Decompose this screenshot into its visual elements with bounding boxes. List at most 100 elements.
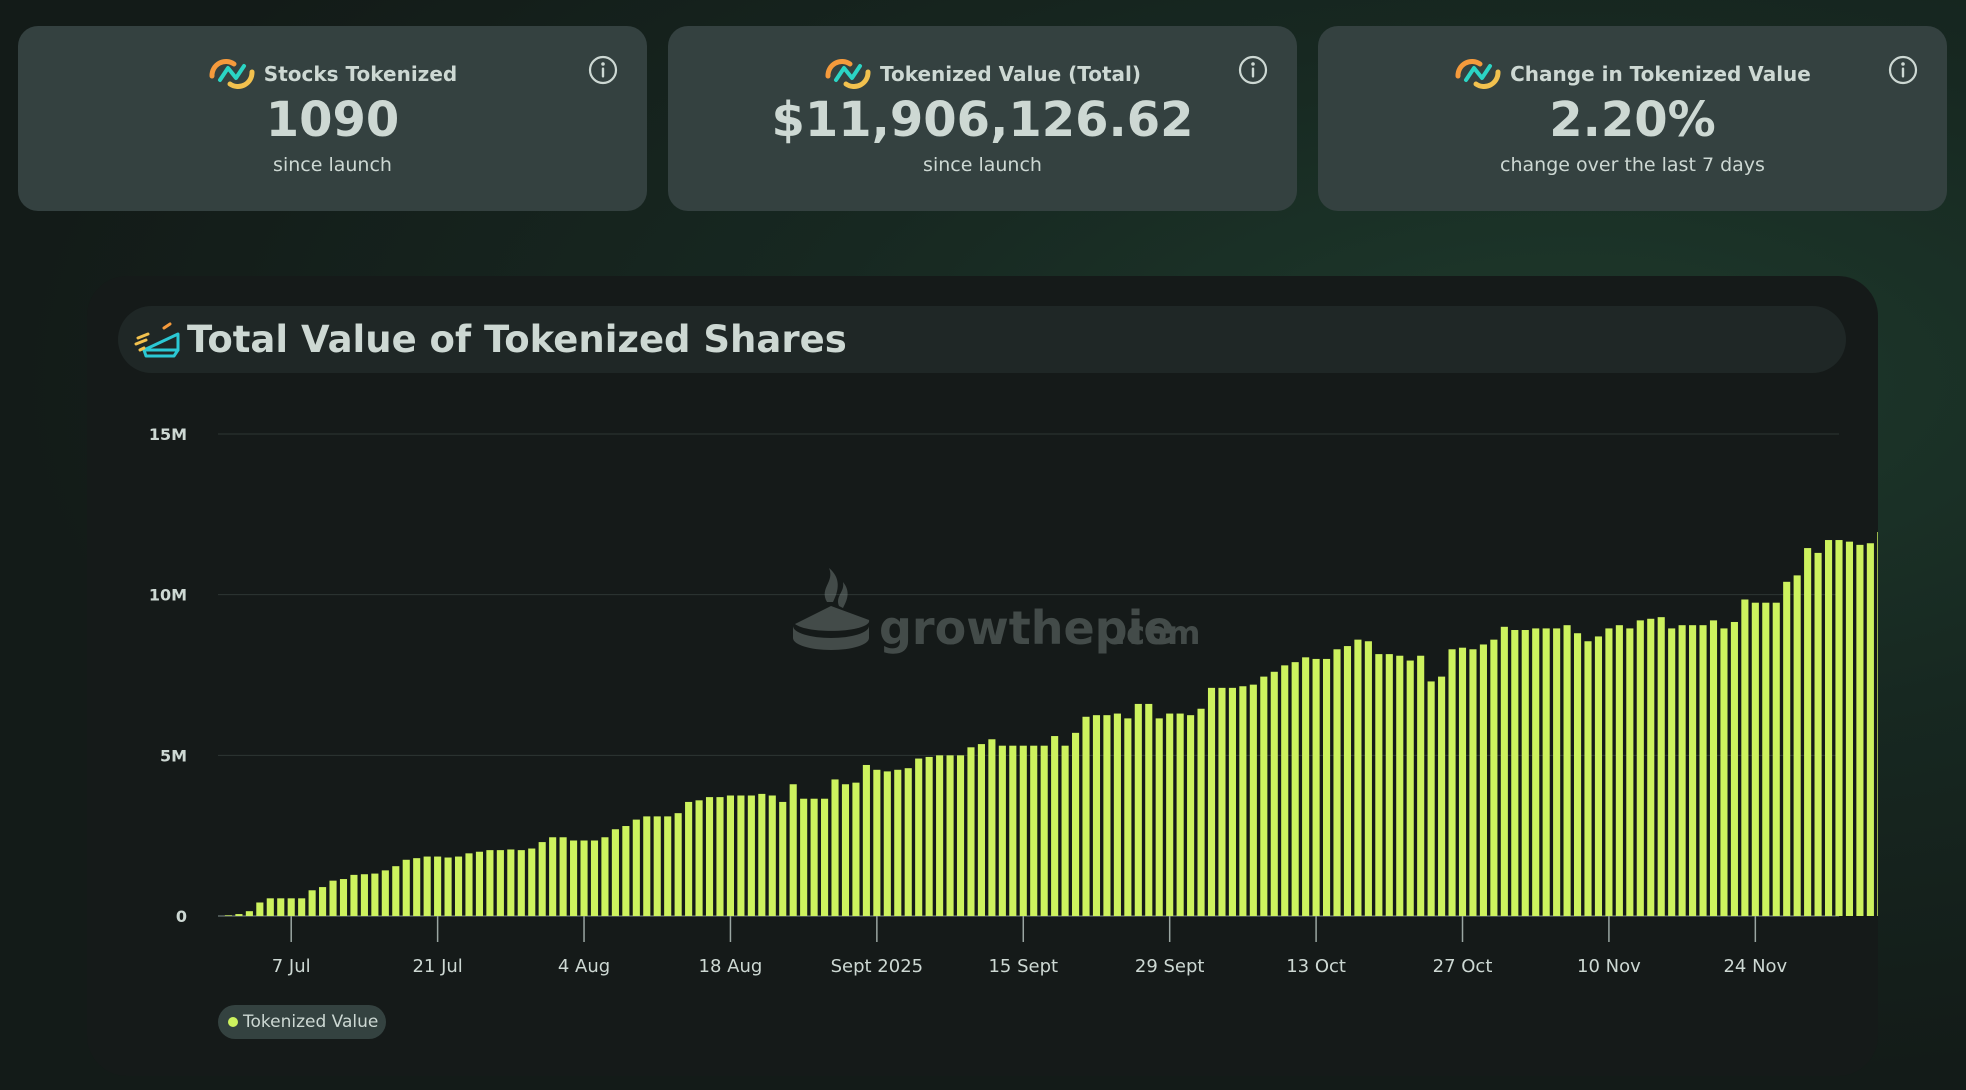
- chart-title-bar: Total Value of Tokenized Shares: [118, 306, 1846, 373]
- bar: [486, 850, 494, 916]
- bar: [559, 837, 567, 916]
- bar: [1605, 628, 1613, 916]
- card-title: Stocks Tokenized: [263, 62, 458, 86]
- bar: [1584, 641, 1592, 916]
- watermark-pie-icon: [793, 568, 870, 650]
- bar: [434, 856, 442, 916]
- bar: [287, 898, 295, 916]
- bar: [1573, 633, 1582, 916]
- watermark-suffix: .com: [1114, 614, 1200, 652]
- bar: [956, 755, 965, 916]
- bar: [705, 797, 714, 916]
- bar: [1145, 703, 1153, 916]
- bar: [1678, 625, 1686, 916]
- bar: [1804, 548, 1812, 916]
- bar: [423, 856, 431, 916]
- bar: [1783, 581, 1791, 916]
- bar: [915, 758, 923, 916]
- x-tick-label: 10 Nov: [1577, 956, 1641, 977]
- bar: [1417, 655, 1425, 916]
- bar: [1856, 544, 1864, 916]
- bar: [1814, 552, 1822, 916]
- bar: [1709, 620, 1718, 916]
- bar: [549, 837, 557, 916]
- bar: [1082, 716, 1090, 916]
- y-tick-label: 15M: [149, 425, 187, 444]
- bar: [1009, 745, 1017, 916]
- bar: [1458, 647, 1467, 916]
- bar: [1689, 625, 1697, 916]
- info-icon[interactable]: [1887, 54, 1919, 86]
- info-icon[interactable]: [587, 54, 619, 86]
- bar: [1051, 736, 1059, 916]
- bar: [528, 848, 536, 916]
- bar: [1218, 687, 1226, 916]
- watermark: growthepie .com: [793, 568, 1200, 655]
- bar: [1845, 541, 1854, 916]
- bar: [392, 866, 400, 916]
- growthepie-logo-icon: [825, 59, 871, 89]
- legend-label: Tokenized Value: [243, 1012, 379, 1032]
- bar: [1751, 602, 1759, 916]
- bar: [1019, 745, 1027, 916]
- bar: [1396, 655, 1404, 916]
- bar: [1281, 665, 1289, 916]
- bar: [1072, 732, 1080, 916]
- bar: [444, 857, 452, 916]
- watermark-brand: growthepie: [879, 601, 1175, 655]
- bar: [1375, 654, 1383, 916]
- bar: [977, 744, 985, 916]
- bar: [1438, 676, 1446, 916]
- bar: [643, 816, 651, 916]
- bar: [1511, 630, 1519, 916]
- bar: [319, 887, 327, 916]
- card-subtitle: since launch: [923, 154, 1042, 176]
- bar: [1124, 718, 1132, 916]
- bar: [1113, 713, 1121, 916]
- bar: [1312, 658, 1320, 916]
- bar: [1479, 644, 1487, 916]
- growthepie-logo-icon: [1455, 59, 1501, 89]
- chart-area: growthepie .com 7 Jul 21 Jul 4 Aug 18 Aug Se…: [149, 425, 1878, 977]
- bar: [496, 850, 504, 916]
- bar: [1207, 687, 1216, 916]
- card-title: Tokenized Value (Total): [879, 62, 1142, 86]
- bar: [1333, 649, 1341, 916]
- bar: [1249, 684, 1257, 916]
- info-icon[interactable]: [1237, 54, 1269, 86]
- bar: [298, 898, 306, 916]
- card-subtitle: change over the last 7 days: [1500, 154, 1765, 176]
- bar: [1302, 657, 1310, 916]
- bar: [475, 851, 484, 916]
- bar: [590, 840, 599, 916]
- bar: [1103, 715, 1111, 916]
- bar: [1448, 649, 1456, 916]
- bar: [538, 842, 546, 916]
- bar: [737, 795, 745, 916]
- x-axis: 7 Jul 21 Jul 4 Aug 18 Aug Sept 2025 15 Sept 29…: [272, 916, 1788, 977]
- bar: [810, 798, 818, 916]
- y-tick-label: 0: [176, 907, 187, 926]
- card-title: Change in Tokenized Value: [1510, 62, 1811, 86]
- pie-slice-icon: [134, 322, 180, 358]
- bar: [1532, 628, 1540, 916]
- bar: [329, 880, 337, 916]
- x-tick-label: 13 Oct: [1286, 956, 1346, 977]
- chart-bars: [224, 532, 1878, 916]
- bar: [1364, 641, 1372, 916]
- bar: [1866, 543, 1874, 916]
- bar: [1291, 662, 1299, 916]
- bar: [967, 747, 975, 916]
- legend-item-tokenized-value[interactable]: Tokenized Value: [218, 1005, 387, 1039]
- bar: [726, 795, 734, 916]
- bar: [402, 859, 410, 916]
- bar: [904, 768, 912, 916]
- bar: [308, 890, 316, 916]
- bar: [1270, 671, 1278, 916]
- bar: [413, 858, 421, 916]
- bar: [1730, 621, 1738, 916]
- x-tick-label: 15 Sept: [988, 956, 1058, 977]
- bar: [747, 795, 755, 916]
- bar: [1772, 602, 1780, 916]
- bar: [1636, 620, 1644, 916]
